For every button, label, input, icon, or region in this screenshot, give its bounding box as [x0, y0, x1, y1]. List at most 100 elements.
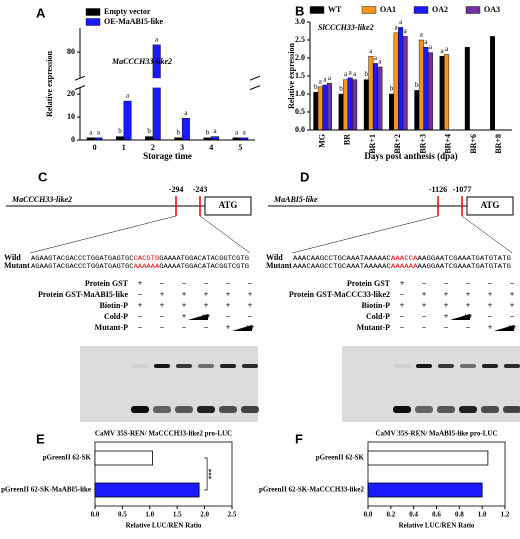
- cell: +: [138, 279, 143, 288]
- bar: [94, 450, 153, 466]
- significance-letter: a: [97, 128, 101, 136]
- significance-letter: b: [118, 127, 122, 135]
- significance-letter: a: [235, 128, 239, 136]
- sequence-part: AAGGAATCGAAATGATGTATG: [418, 263, 512, 270]
- sequence: AGAAGTACGACCCTGGATGAGTGC AAAAAA GAAAATGGAC…: [31, 263, 249, 270]
- significance-letter: a: [184, 109, 188, 117]
- sequence: AGAAGTACGACCCTGGATGAGTGC CACGTG GAAAATGGAC…: [31, 255, 249, 262]
- y-tick-label: 80: [67, 47, 75, 56]
- site-position: -243: [193, 185, 208, 194]
- bar: [389, 93, 395, 131]
- free-probe-band: [481, 406, 499, 413]
- free-probe-band: [175, 406, 193, 413]
- cell: −: [400, 323, 405, 332]
- panel-letter: F: [295, 431, 303, 446]
- free-probe-band: [393, 406, 411, 413]
- significance-letter: b: [147, 127, 151, 135]
- sequence: AAACAAGCCTGCAAATAAAAAC AAACCA AAGGAATCGAAA…: [293, 255, 511, 262]
- cell: −: [488, 279, 493, 288]
- x-tick-label: MG: [317, 134, 326, 148]
- free-probe-band: [153, 406, 171, 413]
- x-tick-label: 0.8: [455, 511, 464, 519]
- legend-swatch: [465, 6, 481, 14]
- cell: +: [510, 290, 515, 299]
- bar: [444, 54, 450, 131]
- y-axis-label: Relative expression: [287, 43, 296, 109]
- significance-letter: a: [328, 74, 332, 82]
- cell: −: [422, 279, 427, 288]
- x-axis-label: Days post anthesis (dpa): [364, 151, 457, 161]
- x-tick-label: 0.0: [91, 511, 100, 519]
- x-tick-label: 0: [93, 143, 97, 152]
- bar: [326, 82, 332, 131]
- significance-letter: a: [369, 47, 373, 55]
- shifted-band: [438, 364, 454, 368]
- significance-letter: a: [429, 43, 433, 51]
- bar: [115, 136, 124, 141]
- significance-letter: a: [378, 58, 382, 66]
- x-tick-label: BR+2: [393, 134, 402, 154]
- axis-break: [76, 78, 255, 88]
- cell: −: [400, 290, 405, 299]
- cell: −: [444, 279, 449, 288]
- free-probe-band: [437, 406, 455, 413]
- y-axis-label: Relative expression: [45, 51, 54, 117]
- panel-letter: B: [295, 3, 304, 18]
- bar: [393, 32, 399, 131]
- bar: [398, 27, 404, 131]
- cell: −: [204, 279, 209, 288]
- bar: [418, 39, 424, 131]
- cell: +: [488, 290, 493, 299]
- significance-letter: b: [390, 85, 394, 93]
- y-tick-label: pGreenII 62-SK: [316, 454, 365, 462]
- significance-letter: b: [206, 128, 210, 136]
- y-tick-label: 2.0: [295, 53, 305, 62]
- shifted-band: [154, 364, 170, 368]
- x-tick-label: 0.5: [118, 511, 127, 519]
- row-label: Mutant-P: [357, 323, 390, 332]
- bar: [211, 136, 220, 141]
- x-tick-label: 1.2: [501, 511, 510, 519]
- sequence-part: AAAAAA: [391, 263, 418, 270]
- shifted-band: [504, 364, 520, 368]
- legend-swatch: [413, 6, 429, 14]
- cell: −: [182, 323, 187, 332]
- bar: [372, 63, 378, 131]
- cell: −: [226, 279, 231, 288]
- y-tick-label: 1.5: [295, 71, 305, 80]
- cell: +: [138, 301, 143, 310]
- cell: −: [248, 279, 253, 288]
- free-probe-band: [459, 406, 477, 413]
- significance-bracket: [204, 457, 208, 491]
- shifted-band: [220, 364, 236, 368]
- significance-letter: a: [344, 70, 348, 78]
- site-position: -1077: [453, 185, 472, 194]
- shifted-band: [198, 364, 214, 368]
- cell: +: [422, 301, 427, 310]
- sequence-label: Mutant: [266, 261, 292, 270]
- x-tick-label: 0.4: [409, 511, 418, 519]
- bar: [377, 66, 383, 131]
- break-mark: [249, 85, 261, 91]
- legend-label: WT: [328, 5, 342, 14]
- bar: [427, 52, 433, 131]
- x-tick-label: BR+1: [368, 134, 377, 154]
- x-tick-label: BR: [343, 134, 352, 145]
- cell: +: [248, 290, 253, 299]
- bar: [439, 56, 445, 131]
- concentration-wedge: [188, 314, 208, 320]
- free-probe-band: [241, 406, 259, 413]
- x-tick-label: 4: [209, 143, 213, 152]
- legend-label: OA1: [380, 5, 396, 14]
- bar: [352, 79, 358, 131]
- y-tick-label: 0: [71, 135, 75, 144]
- significance-letter: a: [323, 76, 327, 84]
- shifted-band: [482, 364, 498, 368]
- x-tick-label: 0.6: [432, 511, 441, 519]
- significance-letter: a: [399, 18, 403, 26]
- cell: +: [204, 290, 209, 299]
- significance-letter: a: [374, 54, 378, 62]
- chart-title: CaMV 35S-REN/ MaABI5-like pro-LUC: [375, 430, 497, 438]
- bar: [181, 118, 190, 141]
- concentration-wedge: [450, 314, 470, 320]
